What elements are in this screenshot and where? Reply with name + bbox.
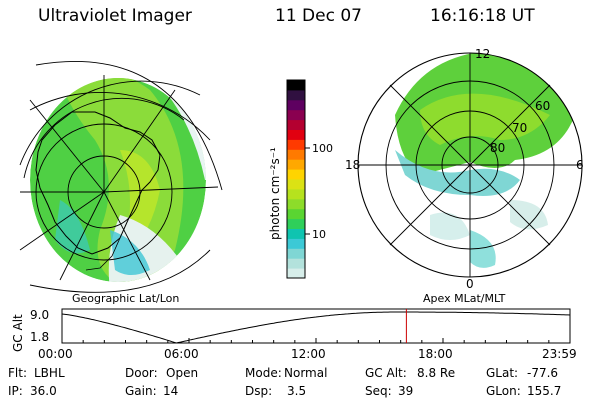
glon-value: 155.7 — [527, 384, 561, 398]
colorbar-segment — [287, 99, 305, 111]
colorbar-segment — [287, 268, 305, 279]
colorbar-segment — [287, 109, 305, 121]
mlat-70-label: 70 — [512, 121, 527, 135]
gain-key: Gain: — [125, 384, 157, 398]
colorbar-segment — [287, 188, 305, 200]
mlt-0-label: 0 — [466, 277, 474, 291]
colorbar-segment — [287, 179, 305, 190]
seq-value: 39 — [398, 384, 413, 398]
polar-image — [357, 52, 583, 278]
colorbar-segment — [287, 159, 305, 170]
mlat-60-label: 60 — [535, 99, 550, 113]
colorbar-segment — [287, 119, 305, 130]
colorbar-segment — [287, 198, 305, 210]
altitude-ytick-9: 9.0 — [30, 308, 49, 322]
xtick-23-59: 23:59 — [542, 347, 577, 361]
geographic-image — [19, 61, 223, 293]
colorbar-segment — [287, 169, 305, 180]
colorbar-tick-10: 10 — [312, 228, 326, 241]
mlat-80-label: 80 — [490, 141, 505, 155]
gc-alt-value: 8.8 Re — [417, 366, 455, 380]
altitude-plot-frame — [61, 308, 571, 344]
altitude-ytick-1-8: 1.8 — [30, 330, 49, 344]
colorbar-segment — [287, 89, 305, 101]
flt-key: Flt: — [8, 366, 27, 380]
seq-key: Seq: — [365, 384, 392, 398]
gain-value: 14 — [163, 384, 178, 398]
mlt-12-label: 12 — [475, 47, 490, 61]
mode-key: Mode: — [245, 366, 282, 380]
right-panel-label: Apex MLat/MLT — [423, 292, 506, 305]
xtick-00-00: 00:00 — [38, 347, 73, 361]
colorbar-segment — [287, 228, 305, 239]
observation-date: 11 Dec 07 — [275, 6, 362, 26]
observation-time: 16:16:18 UT — [430, 6, 535, 26]
ip-key: IP: — [8, 384, 23, 398]
colorbar-segment — [287, 218, 305, 229]
altitude-curve — [61, 311, 571, 344]
mlt-18-label: 18 — [345, 158, 360, 172]
colorbar — [287, 80, 305, 279]
xtick-12-00: 12:00 — [291, 347, 326, 361]
xtick-06-00: 06:00 — [164, 347, 199, 361]
glon-key: GLon: — [486, 384, 521, 398]
glat-value: -77.6 — [527, 366, 558, 380]
colorbar-segment — [287, 258, 305, 269]
door-key: Door: — [125, 366, 158, 380]
mlt-6-label: 6 — [576, 158, 584, 172]
colorbar-segment — [287, 139, 305, 150]
ip-value: 36.0 — [30, 384, 57, 398]
colorbar-tick-100: 100 — [312, 142, 333, 155]
instrument-title: Ultraviolet Imager — [38, 6, 192, 26]
colorbar-segment — [287, 149, 305, 160]
xtick-18-00: 18:00 — [418, 347, 453, 361]
glat-key: GLat: — [486, 366, 518, 380]
colorbar-segment — [287, 248, 305, 259]
flt-value: LBHL — [34, 366, 65, 380]
altitude-ylabel: GC Alt — [11, 314, 25, 352]
dsp-key: Dsp: — [245, 384, 272, 398]
door-value: Open — [166, 366, 198, 380]
colorbar-segment — [287, 80, 305, 91]
colorbar-segment — [287, 208, 305, 220]
colorbar-unit-label: photon cm⁻²s⁻¹ — [268, 147, 282, 240]
colorbar-frame — [286, 79, 306, 279]
status-panel: Flt: LBHL Door: Open Mode: Normal GC Alt… — [8, 366, 561, 398]
altitude-plot — [61, 308, 571, 344]
gc-alt-key: GC Alt: — [365, 366, 407, 380]
left-panel-label: Geographic Lat/Lon — [72, 292, 179, 305]
colorbar-segment — [287, 129, 305, 140]
colorbar-segment — [287, 238, 305, 249]
mode-value: Normal — [284, 366, 327, 380]
dsp-value: 3.5 — [287, 384, 306, 398]
